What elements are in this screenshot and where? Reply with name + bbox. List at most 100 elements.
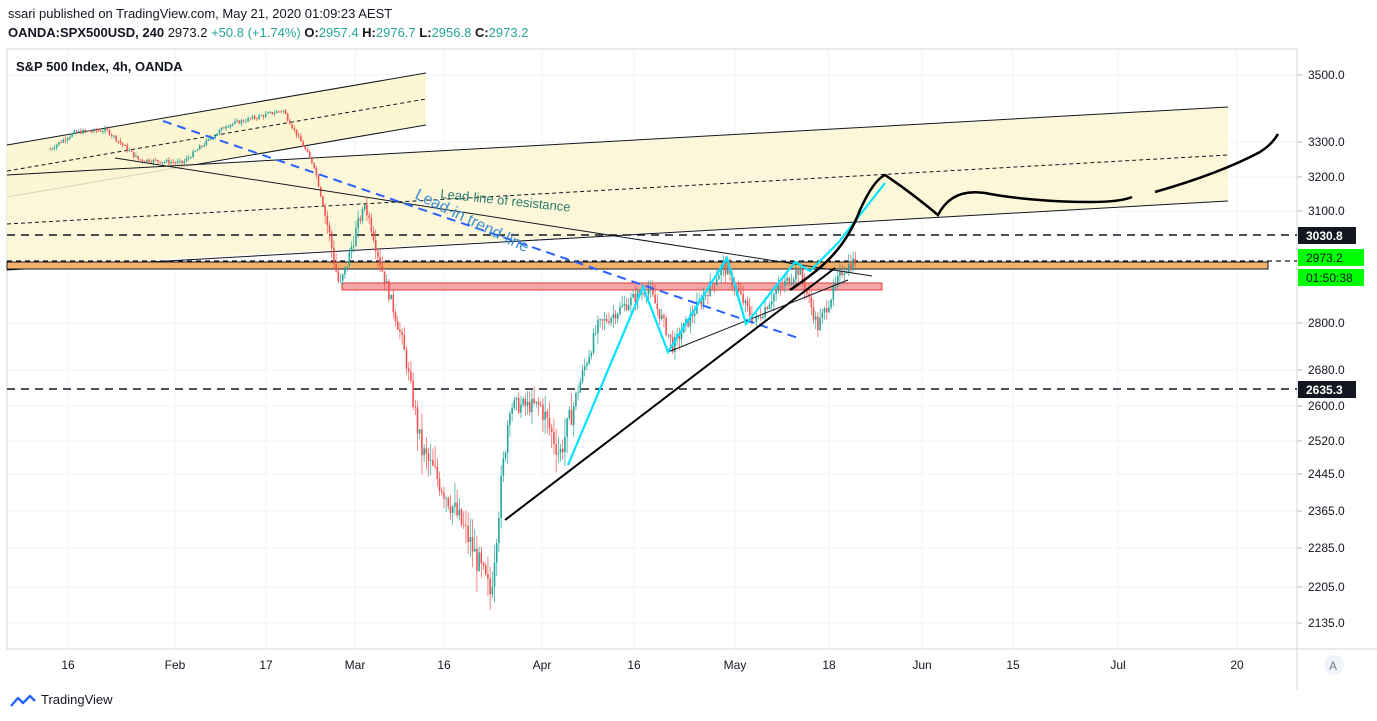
large-channel-fill bbox=[7, 107, 1228, 268]
candle-body-77 bbox=[218, 129, 221, 134]
x-tick-label-11: Jul bbox=[1110, 658, 1125, 672]
auto-scale-button[interactable] bbox=[1324, 655, 1344, 675]
candle-body-110 bbox=[291, 124, 293, 128]
upper-left-channel-mid bbox=[6, 98, 427, 172]
candle-body-282 bbox=[669, 334, 672, 338]
candle-body-339 bbox=[795, 270, 797, 280]
candle-body-33 bbox=[121, 142, 124, 145]
candle-body-114 bbox=[300, 135, 302, 142]
candle-body-38 bbox=[132, 151, 135, 158]
candle-body-154 bbox=[388, 280, 390, 300]
candle-body-107 bbox=[284, 110, 287, 115]
candle-body-251 bbox=[601, 319, 604, 321]
candle-body-47 bbox=[152, 159, 155, 163]
candle-body-44 bbox=[146, 159, 148, 162]
candle-body-31 bbox=[117, 140, 120, 142]
candle-body-39 bbox=[135, 155, 137, 158]
candle-body-147 bbox=[372, 231, 375, 241]
candle-body-53 bbox=[165, 160, 168, 162]
candle-body-129 bbox=[333, 248, 335, 264]
candle-body-9 bbox=[69, 136, 71, 139]
low-label: L: bbox=[419, 25, 432, 40]
candle-body-229 bbox=[553, 431, 555, 445]
candle-body-257 bbox=[614, 314, 617, 319]
candle-body-207 bbox=[504, 452, 507, 459]
candle-body-40 bbox=[137, 155, 139, 160]
candle-body-274 bbox=[652, 288, 654, 295]
candle-body-50 bbox=[159, 161, 161, 163]
support-zone bbox=[6, 261, 1269, 270]
triangle-lower-line bbox=[667, 279, 849, 353]
candle-body-289 bbox=[685, 318, 687, 324]
y-tick-label-11: 2205.0 bbox=[1308, 580, 1345, 594]
candle-body-279 bbox=[663, 315, 665, 318]
candle-body-104 bbox=[278, 111, 280, 113]
candle-body-132 bbox=[339, 280, 342, 282]
publisher-line: ssari published on TradingView.com, May … bbox=[8, 6, 393, 21]
candle-body-272 bbox=[647, 288, 650, 295]
candle-body-113 bbox=[297, 135, 300, 137]
candle-body-159 bbox=[399, 329, 401, 332]
candle-body-363 bbox=[847, 264, 850, 272]
candle-body-252 bbox=[603, 318, 606, 321]
y-tick-label-6: 2600.0 bbox=[1308, 399, 1345, 413]
candle-body-4 bbox=[58, 142, 60, 145]
candle-body-200 bbox=[489, 578, 491, 595]
candle-body-156 bbox=[392, 294, 395, 313]
price-axis[interactable]: 3500.0 3300.0 3200.0 3100.0 2800.0 2680.0 2600… bbox=[1297, 68, 1345, 630]
x-tick-label-5: Apr bbox=[533, 658, 552, 672]
candle-body-160 bbox=[401, 331, 403, 335]
x-tick-label-3: Mar bbox=[345, 658, 366, 672]
candle-body-211 bbox=[513, 399, 516, 409]
candle-body-297 bbox=[702, 296, 705, 305]
candle-body-83 bbox=[231, 123, 234, 125]
candle-body-134 bbox=[344, 267, 346, 275]
candle-body-126 bbox=[326, 215, 329, 226]
candle-body-239 bbox=[575, 393, 577, 407]
candle-body-75 bbox=[214, 135, 216, 139]
high-value: 2976.7 bbox=[375, 25, 416, 40]
candle-body-190 bbox=[467, 525, 469, 542]
candle-body-335 bbox=[786, 277, 788, 281]
tradingview-logo-icon bbox=[10, 694, 36, 707]
blue-dashed-trend-line bbox=[162, 120, 799, 339]
candle-body-135 bbox=[346, 266, 348, 268]
symbol-name: OANDA:SPX500USD, 240 bbox=[8, 25, 165, 40]
candle-body-246 bbox=[590, 352, 593, 357]
candle-body-71 bbox=[205, 140, 208, 146]
candle-body-210 bbox=[511, 408, 513, 414]
candle-body-155 bbox=[390, 294, 392, 300]
candle-body-68 bbox=[198, 145, 201, 150]
candle-body-262 bbox=[625, 304, 628, 310]
auto-scale-label: A bbox=[1329, 659, 1337, 673]
candle-body-174 bbox=[432, 460, 434, 466]
candle-body-101 bbox=[271, 112, 274, 115]
candle-body-220 bbox=[533, 398, 535, 404]
candle-body-270 bbox=[643, 292, 645, 295]
candle-body-280 bbox=[665, 317, 667, 336]
candle-body-1 bbox=[51, 148, 54, 150]
candle-body-231 bbox=[557, 452, 560, 455]
candle-body-261 bbox=[623, 304, 626, 306]
candle-body-175 bbox=[434, 465, 436, 467]
candle-body-203 bbox=[495, 543, 498, 563]
candle-body-296 bbox=[700, 300, 703, 305]
price-badge-3030 bbox=[1298, 227, 1356, 244]
forecast-path bbox=[789, 173, 1133, 292]
candle-body-13 bbox=[77, 130, 80, 132]
candle-body-80 bbox=[225, 126, 227, 129]
candle-body-223 bbox=[539, 404, 542, 406]
candle-body-58 bbox=[176, 161, 179, 163]
candle-body-201 bbox=[491, 586, 494, 595]
price-chart[interactable]: Lead-line of resistance Lead-in trend-li… bbox=[0, 0, 1377, 690]
footer-brand[interactable]: TradingView bbox=[10, 692, 113, 707]
candle-body-232 bbox=[559, 448, 562, 453]
candle-body-180 bbox=[445, 498, 447, 499]
x-tick-label-10: 15 bbox=[1006, 658, 1020, 672]
candle-body-350 bbox=[819, 317, 821, 331]
candle-body-131 bbox=[337, 271, 340, 282]
candle-body-37 bbox=[130, 150, 133, 152]
candle-body-98 bbox=[264, 113, 267, 117]
time-axis[interactable]: 16 Feb 17 Mar 16 Apr 16 May 18 Jun 15 Jul 20 bbox=[61, 658, 1244, 672]
candle-body-227 bbox=[548, 417, 551, 428]
